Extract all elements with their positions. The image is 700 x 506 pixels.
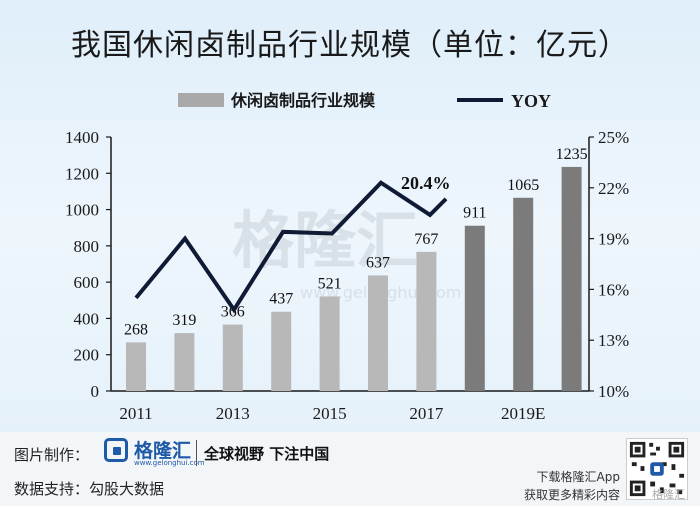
legend-label-bar: 休闲卤制品行业规模 — [230, 91, 376, 110]
x-tick-label: 2011 — [119, 404, 152, 423]
chart-svg: 格隆汇 www.gelonghui.com 020040060080010001… — [65, 91, 629, 423]
bar-data-label: 1065 — [507, 177, 539, 194]
made-by-label: 图片制作： — [14, 446, 90, 464]
yoy-annotation: 20.4% — [401, 173, 451, 193]
bar-data-label: 319 — [172, 312, 196, 329]
data-support: 数据支持：勾股大数据 — [14, 478, 164, 499]
data-support-label: 数据支持： — [14, 480, 90, 498]
footer-divider — [196, 440, 197, 466]
app-download-text: 下载格隆汇App — [536, 470, 620, 484]
y-right-tick-label: 22% — [598, 179, 629, 198]
y-left-tick-label: 200 — [74, 346, 100, 365]
brand-name: 格隆汇 — [134, 440, 192, 462]
y-left-tick-label: 600 — [74, 273, 100, 292]
bar-data-label: 268 — [124, 321, 148, 338]
bar — [561, 166, 582, 391]
y-left-tick-label: 800 — [74, 237, 100, 256]
bar — [464, 225, 485, 391]
y-right-tick-label: 16% — [598, 280, 629, 299]
yoy-line-layer — [134, 180, 448, 314]
bars — [126, 166, 582, 391]
x-tick-label: 2015 — [313, 404, 347, 423]
chart-title: 我国休闲卤制品行业规模（单位：亿元） — [71, 28, 629, 63]
y-right-ticks: 10% 13% 16% 19% 22% 25% — [589, 128, 629, 401]
footer: 图片制作： 格隆汇 www.gelonghui.com 全球视野 下注中国 数据… — [0, 432, 700, 506]
legend: 休闲卤制品行业规模 YOY — [178, 91, 551, 111]
bar-data-label: 1235 — [556, 146, 588, 163]
legend-swatch-bar — [178, 93, 224, 107]
bar — [319, 296, 340, 391]
x-tick-label: 2017 — [409, 404, 444, 423]
bar — [126, 342, 146, 391]
bar-data-label: 911 — [463, 205, 486, 222]
y-left-tick-label: 400 — [74, 309, 100, 328]
bar-data-label: 521 — [318, 275, 342, 292]
bar — [222, 324, 243, 391]
bar-data-label: 366 — [221, 304, 245, 321]
y-left-tick-label: 1000 — [65, 201, 99, 220]
qr-caption: 格隆汇 — [652, 488, 685, 501]
y-right-tick-label: 19% — [598, 230, 629, 249]
bar — [368, 275, 388, 391]
bar — [513, 197, 534, 391]
app-more-text: 获取更多精彩内容 — [523, 488, 620, 502]
data-source: 勾股大数据 — [89, 480, 165, 498]
brand-logo-icon — [104, 438, 128, 462]
y-left-tick-label: 0 — [91, 382, 100, 401]
bar-data-label: 767 — [414, 231, 438, 248]
bar-data-label: 637 — [366, 254, 390, 271]
y-left-tick-label: 1200 — [65, 164, 99, 183]
bar — [271, 311, 292, 391]
brand-url: www.gelonghui.com — [134, 459, 205, 467]
bar — [174, 333, 195, 391]
y-left-ticks: 0 200 400 600 800 1000 1200 1400 — [65, 128, 111, 401]
slogan: 全球视野 下注中国 — [204, 445, 330, 463]
y-right-tick-label: 13% — [598, 331, 629, 350]
bar-labels: 268 319 366 437 521 637 767 911 1065 1235 — [124, 146, 588, 338]
qr-code-icon[interactable] — [626, 438, 688, 500]
brand-logo: 格隆汇 www.gelonghui.com — [104, 436, 205, 468]
y-right-tick-label: 10% — [598, 382, 629, 401]
y-right-tick-label: 25% — [598, 128, 629, 147]
x-ticks: 2011 2013 2015 2017 2019E — [119, 404, 545, 423]
x-tick-label: 2013 — [216, 404, 250, 423]
yoy-line — [134, 180, 448, 314]
bar-data-label: 437 — [269, 291, 293, 308]
y-left-tick-label: 1400 — [65, 128, 99, 147]
bar — [416, 251, 437, 391]
legend-label-line: YOY — [511, 91, 551, 111]
x-tick-label: 2019E — [501, 404, 545, 423]
